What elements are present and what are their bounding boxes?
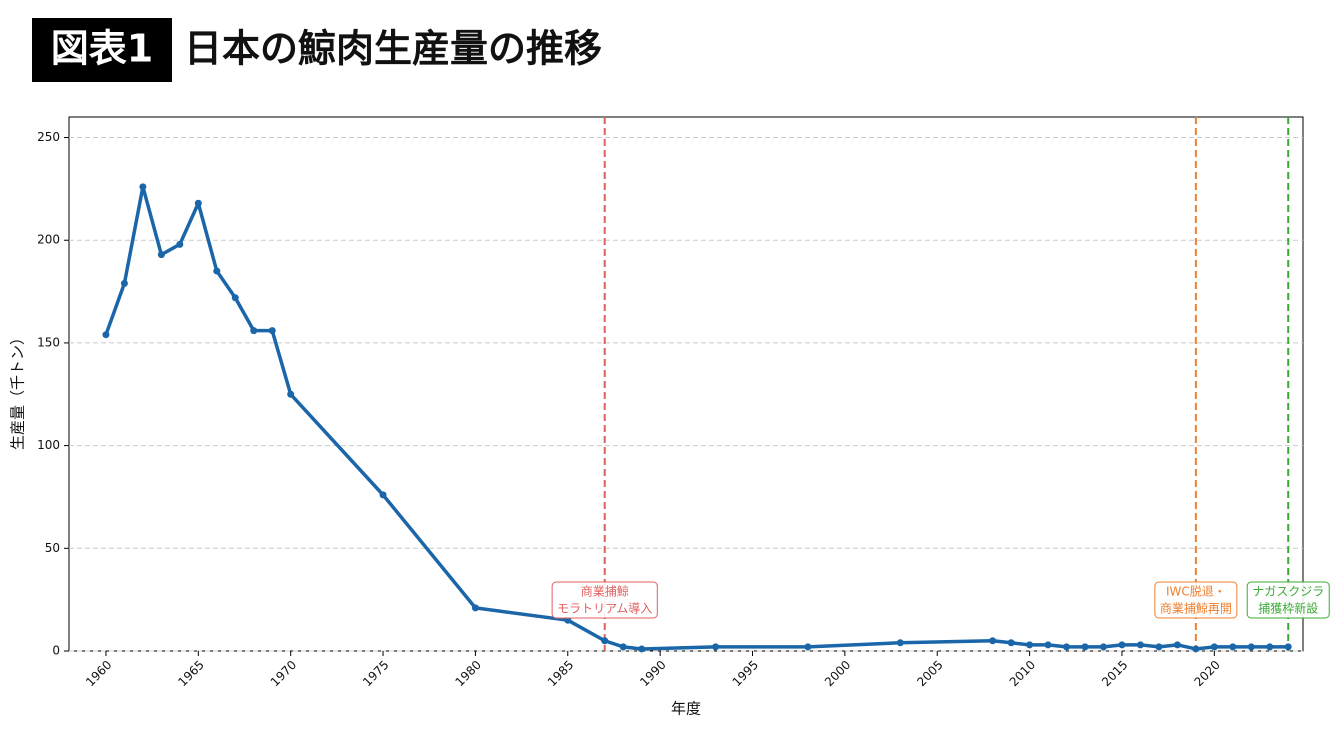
- data-point: [1007, 639, 1015, 647]
- data-point: [601, 637, 609, 645]
- y-tick-label: 250: [37, 130, 60, 144]
- x-tick-label: 1970: [268, 658, 299, 689]
- data-point: [231, 294, 239, 302]
- data-point: [250, 327, 258, 335]
- data-point: [989, 637, 997, 645]
- y-tick-label: 200: [37, 233, 60, 247]
- data-point: [139, 183, 147, 191]
- title-badge: [32, 18, 172, 82]
- data-point: [1026, 641, 1034, 649]
- annotation-text: IWC脱退・: [1166, 584, 1226, 599]
- data-point: [619, 643, 627, 651]
- x-axis-label: 年度: [671, 700, 701, 718]
- data-point: [1136, 641, 1144, 649]
- data-point: [120, 279, 128, 287]
- annotation-box: [551, 581, 658, 619]
- data-point: [1081, 643, 1089, 651]
- data-point: [157, 251, 165, 259]
- data-point: [1247, 643, 1255, 651]
- plot-frame: [68, 116, 1304, 652]
- annotation-text: 捕獲枠新設: [1258, 601, 1318, 616]
- x-tick-label: 1965: [175, 658, 206, 689]
- data-point: [287, 390, 295, 398]
- data-point: [1266, 643, 1274, 651]
- x-tick-label: 2020: [1191, 658, 1222, 689]
- x-tick-label: 1995: [730, 658, 761, 689]
- x-tick-label: 1975: [360, 658, 391, 689]
- data-point: [176, 240, 184, 248]
- chart-title: 日本の鯨肉生産量の推移: [184, 27, 602, 71]
- y-tick-label: 0: [52, 644, 60, 658]
- x-tick-label: 1980: [453, 658, 484, 689]
- figure-label: 図表1: [51, 27, 153, 71]
- x-tick-label: 1960: [83, 658, 114, 689]
- y-tick-label: 150: [37, 335, 60, 349]
- data-point: [1284, 643, 1292, 651]
- annotation-box: [1154, 581, 1238, 619]
- data-point: [102, 331, 110, 339]
- data-point: [1044, 641, 1052, 649]
- annotation-text: ナガスクジラ: [1252, 585, 1324, 599]
- data-point: [804, 643, 812, 651]
- data-point: [379, 491, 387, 499]
- data-point: [471, 604, 479, 612]
- y-tick-label: 50: [45, 541, 60, 555]
- y-tick-label: 100: [37, 438, 60, 452]
- x-tick-label: 2005: [914, 658, 945, 689]
- data-point: [1155, 643, 1163, 651]
- data-point: [1099, 643, 1107, 651]
- x-tick-label: 2015: [1099, 658, 1130, 689]
- data-line: [104, 185, 1289, 651]
- x-tick-label: 1985: [545, 658, 576, 689]
- event-annotation: IWC脱退・商業捕鯨再開: [1154, 581, 1238, 619]
- data-point: [1210, 643, 1218, 651]
- x-tick-label: 1990: [637, 658, 668, 689]
- data-point: [1229, 643, 1237, 651]
- data-point: [1063, 643, 1071, 651]
- annotation-box: [1246, 581, 1330, 619]
- data-point: [1173, 641, 1181, 649]
- data-point: [712, 643, 720, 651]
- x-tick-label: 2010: [1007, 658, 1038, 689]
- annotation-text: モラトリアム導入: [557, 602, 652, 616]
- y-axis-label: 生産量（千トン）: [9, 330, 27, 450]
- data-point: [1192, 645, 1200, 653]
- data-point: [896, 639, 904, 647]
- x-tick-label: 2000: [822, 658, 853, 689]
- data-point: [1118, 641, 1126, 649]
- data-point: [194, 199, 202, 207]
- annotation-text: 商業捕鯨: [581, 584, 629, 599]
- data-point: [268, 327, 276, 335]
- annotation-text: 商業捕鯨再開: [1160, 601, 1232, 616]
- data-point: [638, 645, 646, 653]
- data-point: [213, 267, 221, 275]
